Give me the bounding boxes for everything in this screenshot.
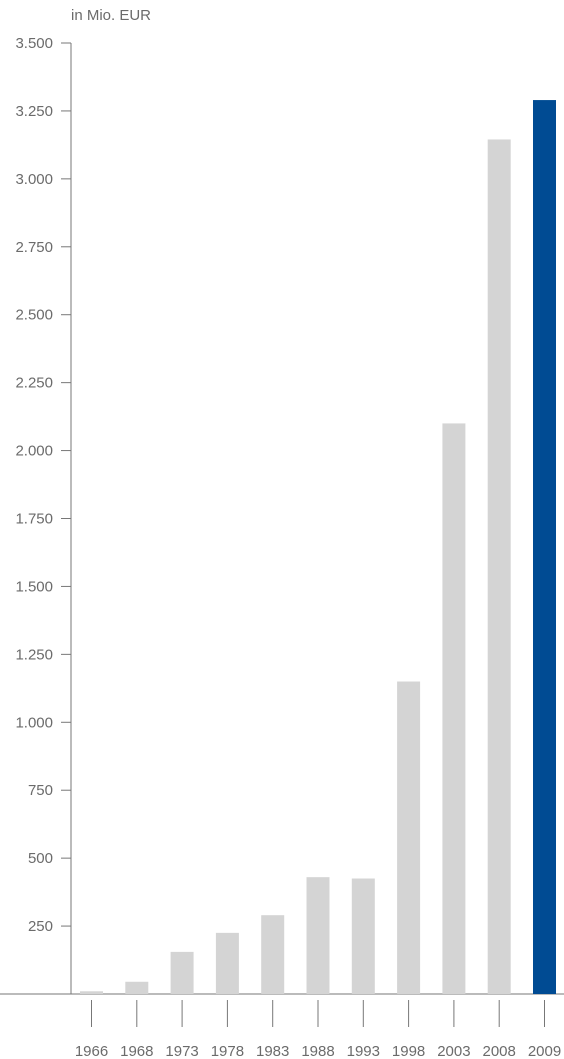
y-tick-label: 750 — [28, 782, 53, 799]
bar-1968 — [125, 981, 149, 994]
bar-2008 — [487, 139, 511, 995]
y-tick-label: 3.250 — [15, 103, 53, 120]
x-tick-label: 1983 — [256, 1043, 289, 1059]
bar-1973 — [170, 951, 194, 994]
bar-1993 — [351, 878, 375, 994]
x-tick-label: 1966 — [75, 1043, 108, 1059]
y-tick-label: 500 — [28, 850, 53, 867]
x-tick-label: 1998 — [392, 1043, 425, 1059]
x-axis-ticks: 1966 1968 1973 1978 1983 1988 1993 1998 2003 2008… — [75, 1000, 561, 1059]
y-tick-label: 2.750 — [15, 239, 53, 256]
y-tick-label: 1.750 — [15, 511, 53, 528]
x-tick-label: 2008 — [483, 1043, 516, 1059]
y-tick-label: 1.500 — [15, 578, 53, 595]
bar-1983 — [261, 915, 285, 994]
y-tick-label: 2.250 — [15, 375, 53, 392]
x-tick-label: 2003 — [437, 1043, 470, 1059]
y-tick-label: 1.000 — [15, 714, 53, 731]
y-tick-label: 2.500 — [15, 307, 53, 324]
y-tick-label: 250 — [28, 918, 53, 935]
y-axis-ticks: 250 500 750 1.000 1.250 1.500 1.750 2.000 2.250 2… — [15, 35, 71, 935]
y-tick-label: 3.000 — [15, 171, 53, 188]
x-tick-label: 1993 — [347, 1043, 380, 1059]
bar-1978 — [215, 932, 239, 994]
bar-1988 — [306, 877, 330, 994]
y-axis-unit-label: in Mio. EUR — [71, 7, 151, 24]
y-tick-label: 3.500 — [15, 35, 53, 52]
y-tick-label: 1.250 — [15, 646, 53, 663]
y-tick-label: 2.000 — [15, 443, 53, 460]
x-tick-label: 1988 — [301, 1043, 334, 1059]
bars-group — [80, 100, 556, 995]
x-tick-label: 1968 — [120, 1043, 153, 1059]
x-tick-label: 1973 — [165, 1043, 198, 1059]
x-tick-label: 1978 — [211, 1043, 244, 1059]
x-tick-label: 2009 — [528, 1043, 561, 1059]
bar-1966 — [80, 991, 103, 994]
bar-1998 — [397, 681, 421, 994]
bar-2003 — [442, 423, 466, 994]
bar-2009 — [533, 100, 556, 994]
